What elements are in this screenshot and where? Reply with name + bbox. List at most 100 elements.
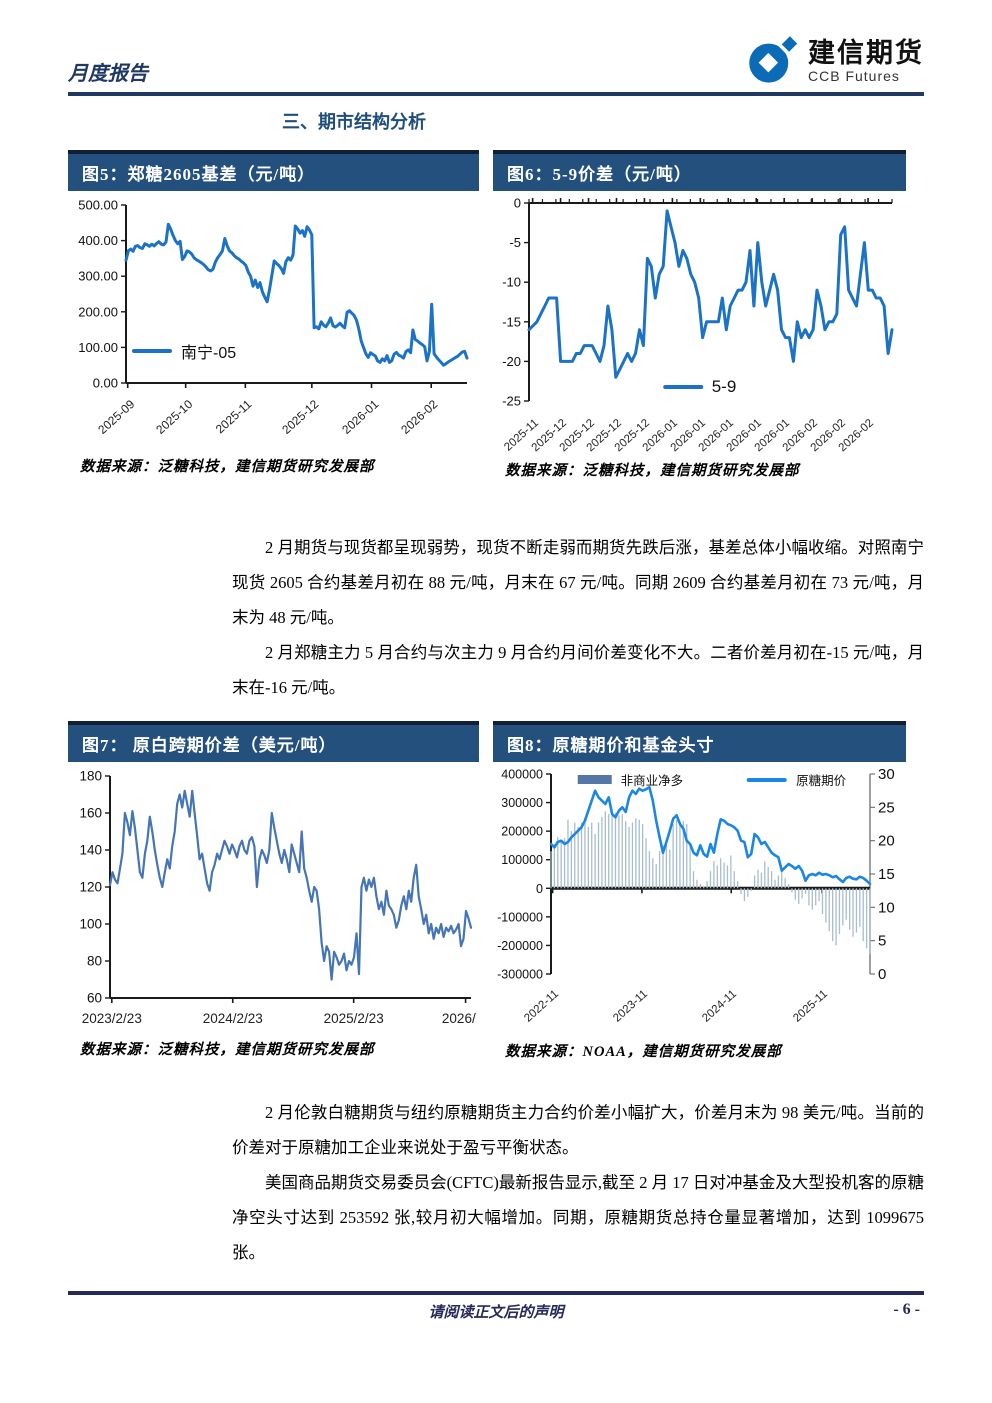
chart6-title-banner: 图6：5-9价差（元/吨）	[493, 150, 906, 191]
svg-text:500.00: 500.00	[78, 198, 118, 213]
paragraph-white-raw: 2 月伦敦白糖期货与纽约原糖期货主力合约价差小幅扩大，价差月末为 98 美元/吨…	[232, 1103, 924, 1157]
page-number: - 6 -	[893, 1301, 920, 1318]
svg-text:100000: 100000	[501, 853, 543, 867]
logo-text: 建信期货 CCB Futures	[808, 38, 924, 84]
section-title: 三、期市结构分析	[282, 112, 426, 132]
legend-label: 5-9	[711, 377, 737, 396]
svg-text:20: 20	[878, 833, 895, 850]
svg-text:10: 10	[878, 899, 895, 916]
svg-text:5: 5	[878, 933, 886, 950]
svg-text:-20: -20	[502, 354, 521, 369]
x-tick-label: 2026/	[441, 1011, 476, 1026]
svg-text:160: 160	[79, 806, 102, 821]
chart8-plot: 400000 300000 200000 100000 0 -100000 -200000 -…	[493, 766, 906, 984]
x-tick-label: 2022-11	[521, 988, 561, 1025]
x-tick-label: 2023/2/23	[81, 1011, 142, 1026]
svg-text:30: 30	[878, 766, 895, 783]
figure-7: 图7： 原白跨期价差（美元/吨） 180 160 140 120 100 80 60 202…	[68, 721, 479, 1061]
x-tick-label: 2025/2/23	[323, 1011, 384, 1026]
chart7-canvas: 180 160 140 120 100 80 60	[79, 769, 473, 1006]
chart7-x-axis-labels: 2023/2/23 2024/2/23 2025/2/23 2026/	[68, 1008, 479, 1034]
chart5-canvas: 500.00 400.00 300.00 200.00 100.00 0.00	[78, 198, 469, 391]
chart6-plot: 0 -5 -10 -15 -20 -25 5-9	[493, 195, 906, 413]
logo-name-cn: 建信期货	[808, 38, 924, 69]
svg-text:0: 0	[514, 196, 521, 211]
legend-label: 南宁-05	[181, 345, 237, 362]
svg-text:140: 140	[79, 843, 102, 858]
chart8-source: 数据来源：NOAA，建信期货研究发展部	[505, 1044, 782, 1060]
svg-text:-100000: -100000	[497, 910, 543, 924]
chart8-canvas: 400000 300000 200000 100000 0 -100000 -200000 -…	[497, 766, 895, 983]
analysis-text-1: 2 月期货与现货都呈现弱势，现货不断走弱而期货先跌后涨，基差总体小幅收缩。对照南…	[232, 530, 924, 705]
svg-text:200.00: 200.00	[78, 304, 118, 319]
charts-row-2: 图7： 原白跨期价差（美元/吨） 180 160 140 120 100 80 60 202…	[68, 721, 924, 1061]
chart6-canvas: 0 -5 -10 -15 -20 -25	[502, 196, 894, 409]
page-footer: 请阅读正文后的声明 - 6 -	[68, 1291, 924, 1325]
svg-text:60: 60	[87, 991, 102, 1006]
legend-item: 5-9	[662, 377, 737, 397]
line-swatch-icon	[662, 385, 703, 389]
logo-name-en: CCB Futures	[808, 67, 900, 84]
svg-text:15: 15	[878, 866, 895, 883]
svg-text:100: 100	[79, 917, 102, 932]
svg-text:-200000: -200000	[497, 939, 543, 953]
figure-6: 图6：5-9价差（元/吨） 0 -5 -10 -15 -20 -25 5-9 2025-1…	[493, 150, 906, 480]
chart6-x-axis-labels: 2025-11 2025-12 2025-12 2025-12 2025-12 2026-…	[493, 413, 906, 455]
legend-label: 原糖期价	[796, 774, 847, 788]
chart5-legend: 南宁-05	[132, 339, 236, 363]
svg-text:80: 80	[87, 954, 102, 969]
page-header: 月度报告 建信期货 CCB Futures	[68, 34, 924, 90]
x-tick-label: 2024-11	[700, 988, 740, 1025]
svg-text:25: 25	[878, 799, 895, 816]
x-tick-label: 2025-10	[152, 397, 196, 437]
legend-item: 原糖期价	[747, 770, 846, 789]
x-tick-label: 2025-11	[791, 988, 831, 1025]
x-tick-label: 2025-12	[279, 397, 322, 437]
analysis-text-2: 2 月伦敦白糖期货与纽约原糖期货主力合约价差小幅扩大，价差月末为 98 美元/吨…	[232, 1095, 924, 1270]
x-tick-label: 2024/2/23	[202, 1011, 263, 1026]
svg-text:-5: -5	[509, 235, 521, 250]
x-tick-label: 2023-11	[611, 988, 650, 1025]
ccb-logo-icon	[746, 33, 799, 90]
chart8-title-banner: 图8：原糖期价和基金头寸	[493, 721, 906, 762]
svg-text:-300000: -300000	[497, 968, 543, 982]
svg-text:400000: 400000	[501, 768, 543, 782]
svg-text:300000: 300000	[501, 796, 543, 810]
svg-text:-15: -15	[502, 314, 521, 329]
chart8-x-axis-labels: 2022-11 2023-11 2024-11 2025-11	[493, 984, 906, 1036]
svg-text:-10: -10	[502, 275, 521, 290]
svg-text:0: 0	[878, 966, 886, 983]
line-swatch-icon	[132, 349, 172, 353]
chart5-x-axis-labels: 2025-09 2025-10 2025-11 2025-12 2026-01 2026-…	[68, 393, 479, 451]
chart7-title-banner: 图7： 原白跨期价差（美元/吨）	[68, 721, 479, 762]
paragraph-spread: 2 月郑糖主力 5 月合约与次主力 9 月合约月间价差变化不大。二者价差月初在-…	[232, 643, 924, 697]
svg-text:300.00: 300.00	[78, 269, 118, 284]
svg-text:100.00: 100.00	[78, 340, 118, 355]
chart5-title-banner: 图5：郑糖2605基差（元/吨）	[68, 150, 479, 191]
chart6-source: 数据来源：泛糖科技，建信期货研究发展部	[505, 463, 800, 479]
paragraph-basis: 2 月期货与现货都呈现弱势，现货不断走弱而期货先跌后涨，基差总体小幅收缩。对照南…	[232, 538, 924, 627]
svg-text:200000: 200000	[501, 825, 543, 839]
x-tick-label: 2025-11	[213, 397, 255, 437]
chart7-source: 数据来源：泛糖科技，建信期货研究发展部	[80, 1042, 375, 1058]
figure-8: 图8：原糖期价和基金头寸 400000 300000 200000 100000 0 -1…	[493, 721, 906, 1061]
chart6-legend: 5-9	[662, 377, 737, 397]
chart5-source: 数据来源：泛糖科技，建信期货研究发展部	[80, 459, 375, 475]
svg-text:0: 0	[536, 882, 543, 896]
footer-disclaimer: 请阅读正文后的声明	[428, 1305, 564, 1321]
paragraph-cftc: 美国商品期货交易委员会(CFTC)最新报告显示,截至 2 月 17 日对冲基金及…	[232, 1173, 924, 1262]
svg-text:180: 180	[79, 769, 102, 784]
chart5-plot: 500.00 400.00 300.00 200.00 100.00 0.00 南宁-05	[68, 195, 479, 393]
line-swatch-icon	[747, 777, 788, 782]
footer-divider	[68, 1291, 924, 1295]
report-type-label: 月度报告	[68, 63, 148, 85]
chart8-legend: 非商业净多 原糖期价	[577, 770, 846, 789]
legend-label: 非商业净多	[620, 774, 684, 788]
bar-swatch-icon	[577, 775, 612, 784]
legend-item: 南宁-05	[132, 339, 236, 363]
svg-text:-25: -25	[502, 394, 521, 409]
chart7-plot: 180 160 140 120 100 80 60	[68, 766, 479, 1008]
legend-item: 非商业净多	[577, 770, 684, 789]
svg-text:400.00: 400.00	[78, 233, 118, 248]
